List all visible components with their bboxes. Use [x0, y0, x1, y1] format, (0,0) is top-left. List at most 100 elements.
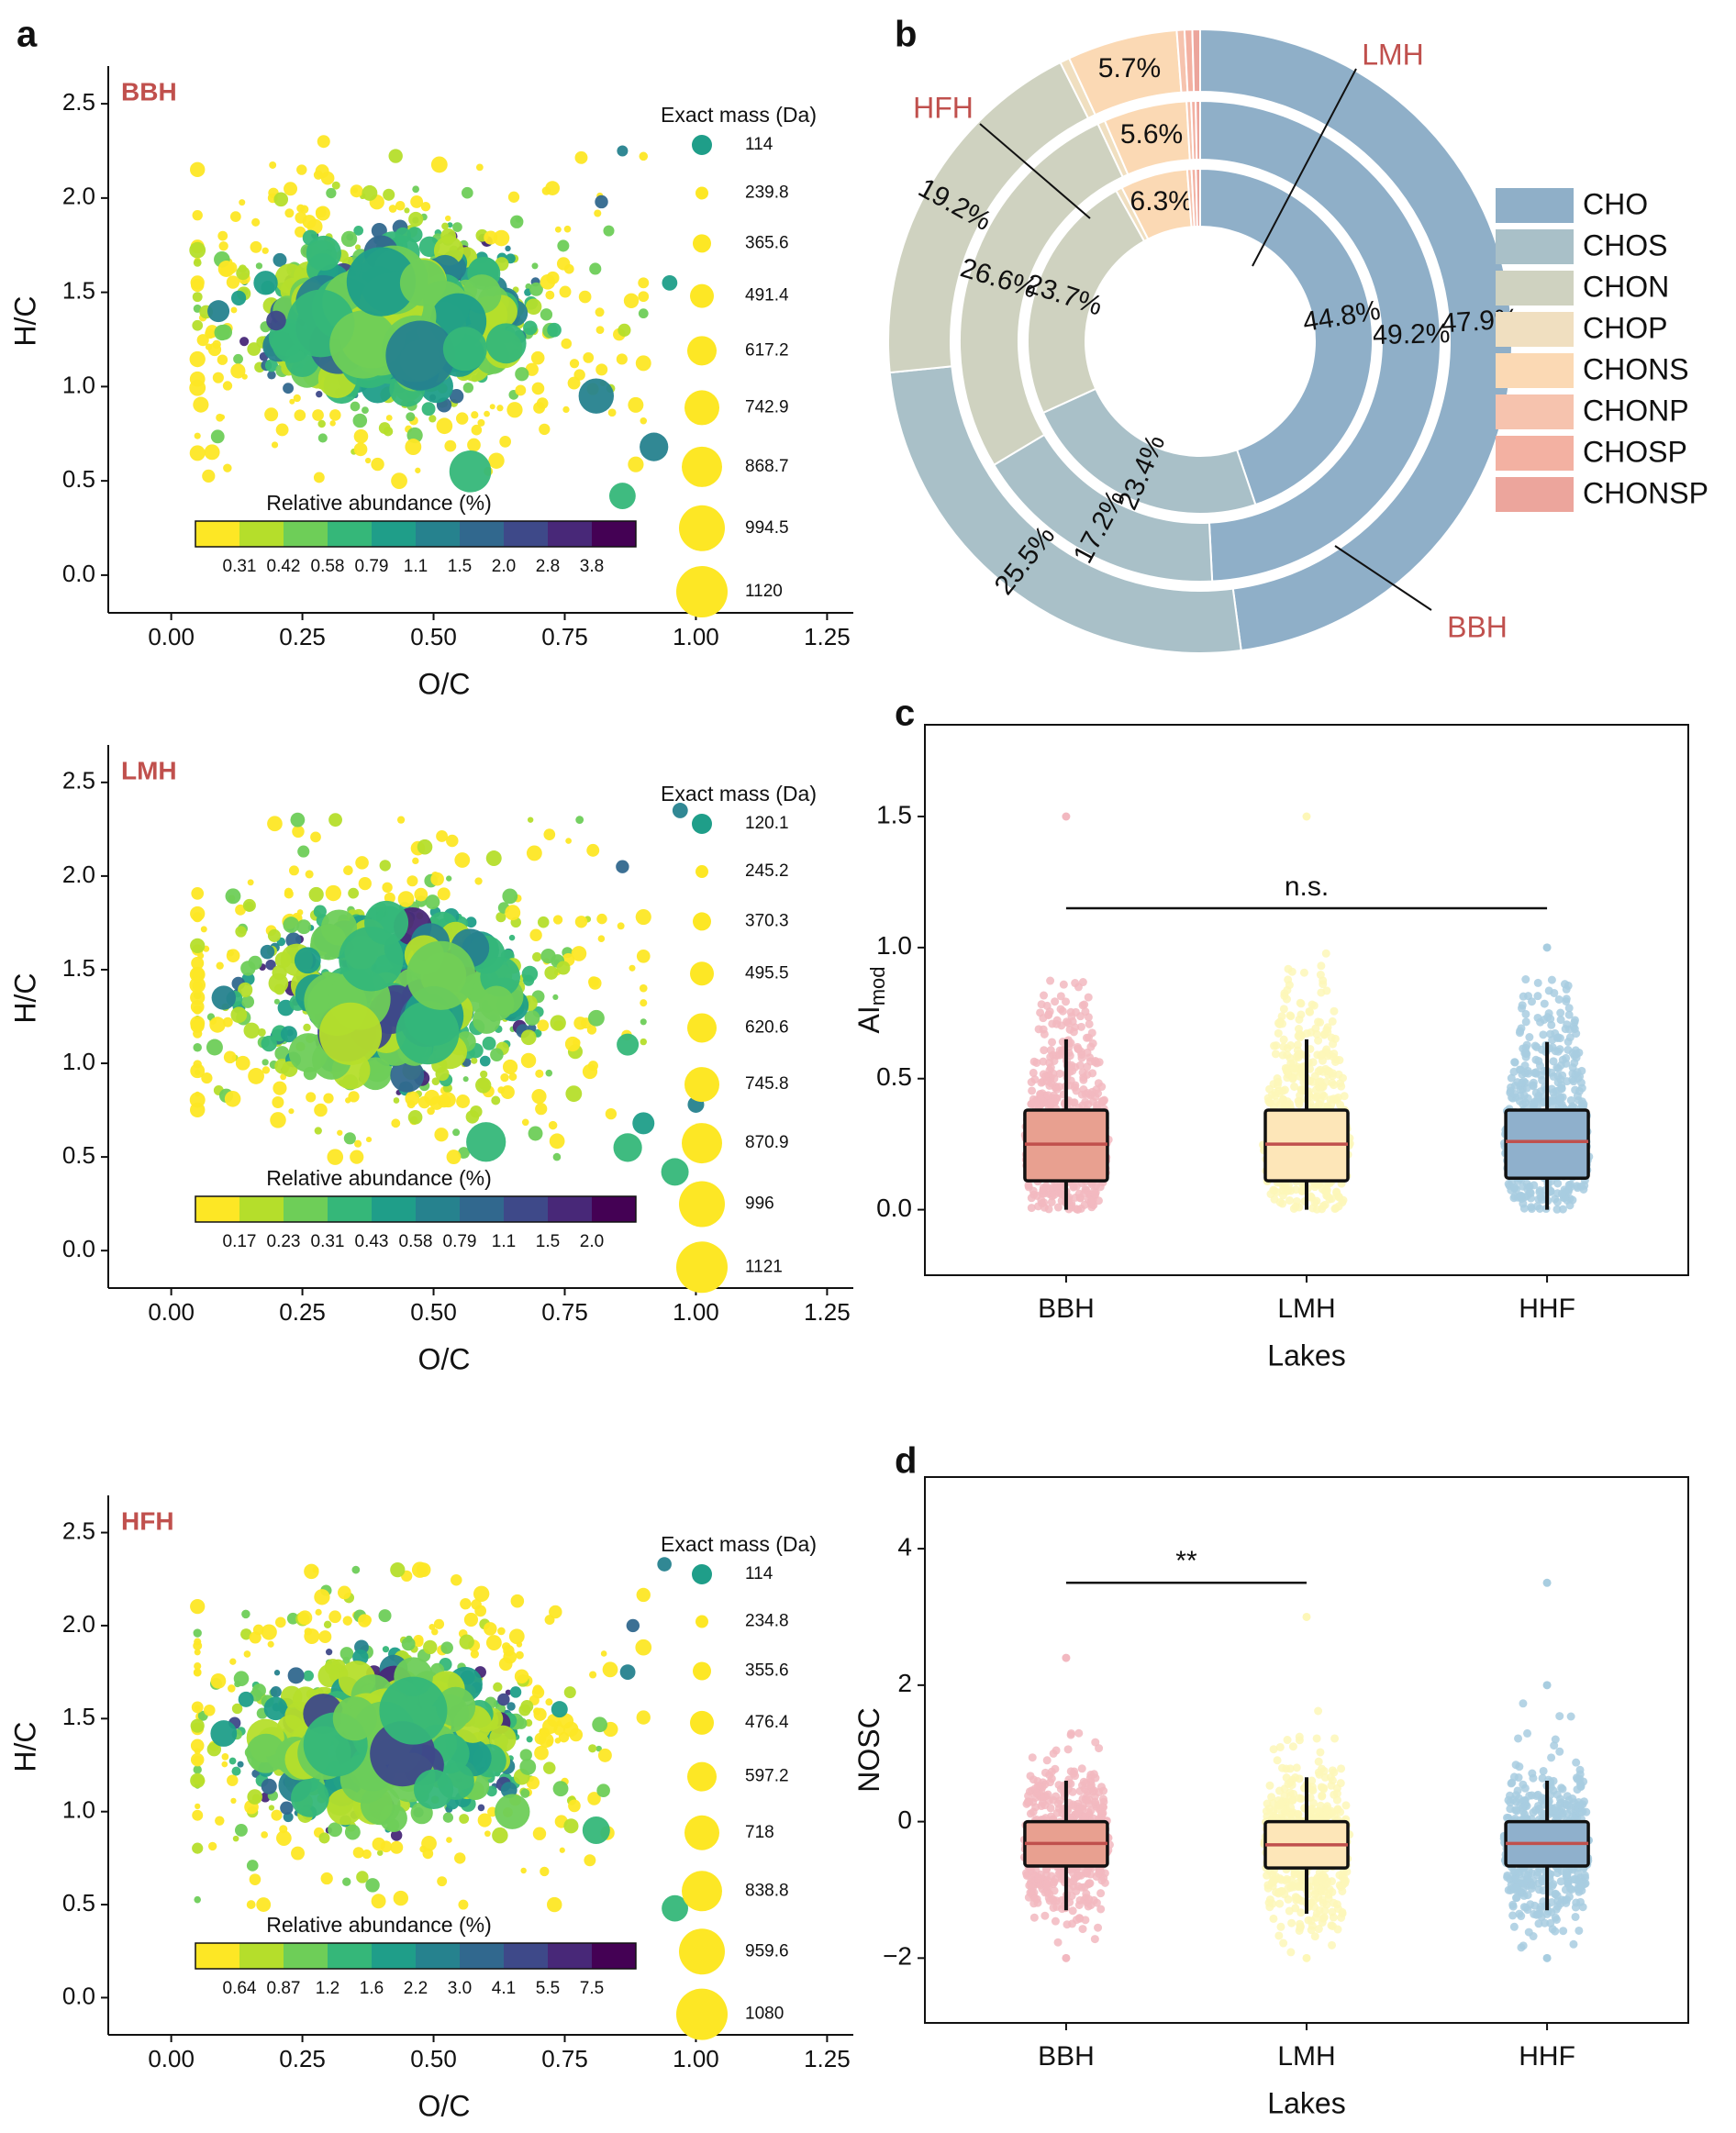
- data-point: [240, 961, 256, 976]
- legend-label: CHONP: [1583, 394, 1689, 427]
- data-point: [635, 355, 651, 372]
- data-point: [214, 325, 230, 341]
- jitter-point: [1096, 1783, 1106, 1792]
- data-point: [623, 293, 640, 308]
- data-point: [446, 1837, 452, 1843]
- data-point: [358, 1614, 372, 1628]
- data-point: [589, 1671, 597, 1679]
- colorbar-segment: [548, 1943, 593, 1969]
- colorbar-tick-label: 0.87: [267, 1979, 301, 1998]
- data-point: [190, 990, 206, 1005]
- data-point: [200, 926, 207, 933]
- data-point: [520, 1052, 537, 1069]
- jitter-point: [1330, 1057, 1340, 1066]
- data-point: [304, 1628, 320, 1645]
- data-point: [229, 211, 241, 223]
- y-tick-label: 1.0: [62, 1796, 95, 1824]
- data-point: [340, 230, 358, 248]
- y-tick-label: 4: [897, 1532, 912, 1561]
- data-point: [189, 445, 206, 461]
- jitter-point: [1074, 1728, 1084, 1738]
- jitter-point: [1296, 1922, 1306, 1931]
- data-point: [561, 338, 573, 350]
- jitter-point: [1330, 1768, 1339, 1777]
- data-point: [415, 467, 421, 473]
- data-point: [551, 1701, 568, 1718]
- jitter-point: [1290, 1082, 1299, 1091]
- jitter-point: [1083, 1048, 1092, 1057]
- data-point: [640, 417, 648, 425]
- jitter-point: [1066, 1728, 1075, 1738]
- jitter-point: [1518, 1001, 1527, 1010]
- colorbar-tick-label: 0.43: [355, 1232, 389, 1251]
- data-point: [261, 1831, 269, 1839]
- data-point: [221, 1753, 229, 1761]
- jitter-point: [1521, 1009, 1530, 1018]
- data-point: [556, 257, 571, 271]
- colorbar-tick-label: 1.1: [492, 1232, 516, 1251]
- legend-swatch: [1496, 477, 1574, 512]
- size-legend-marker: [682, 1871, 722, 1912]
- data-point: [344, 1824, 361, 1840]
- jitter-point: [1080, 1000, 1089, 1009]
- colorbar-frame: [195, 1195, 637, 1223]
- jitter-point: [1295, 1096, 1304, 1105]
- data-point: [587, 1792, 601, 1805]
- data-point: [251, 217, 261, 227]
- jitter-point: [1523, 1094, 1532, 1103]
- colorbar-tick-label: 2.8: [536, 557, 560, 576]
- donut-chart: 47.9%25.5%19.2%5.7%49.2%17.2%26.6%5.6%44…: [887, 28, 1708, 654]
- data-point: [209, 1017, 226, 1033]
- legend-label: CHO: [1583, 187, 1648, 220]
- data-point: [223, 463, 232, 472]
- size-legend-label: 959.6: [745, 1941, 789, 1961]
- data-point: [563, 1818, 579, 1834]
- data-point: [391, 1118, 401, 1128]
- jitter-point: [1565, 1201, 1575, 1210]
- data-point: [405, 1091, 420, 1106]
- data-point: [382, 1646, 390, 1653]
- data-point: [314, 1127, 322, 1135]
- donut-slice: [1199, 167, 1374, 506]
- data-point: [210, 1720, 238, 1747]
- data-point: [437, 1876, 448, 1887]
- size-legend-marker: [696, 865, 708, 879]
- data-point: [565, 838, 572, 844]
- x-tick-label: 1.00: [673, 623, 719, 650]
- size-legend-marker: [690, 283, 714, 308]
- data-point: [268, 1805, 275, 1811]
- jitter-point: [1550, 988, 1559, 997]
- jitter-point: [1048, 1038, 1057, 1047]
- data-point: [364, 457, 372, 464]
- jitter-point: [1279, 1939, 1288, 1948]
- data-point: [575, 816, 584, 825]
- data-point: [323, 1093, 334, 1104]
- data-point: [433, 1618, 445, 1629]
- jitter-point: [1047, 1197, 1056, 1206]
- jitter-point: [1310, 1072, 1319, 1081]
- colorbar-segment: [372, 521, 417, 547]
- x-tick-label: 1.25: [804, 1298, 851, 1326]
- data-point: [300, 205, 309, 214]
- data-point: [552, 1152, 562, 1161]
- colorbar-tick-label: 0.17: [223, 1232, 257, 1251]
- colorbar-tick-label: 1.5: [448, 557, 472, 576]
- data-point: [483, 1622, 497, 1636]
- data-point: [519, 1749, 532, 1761]
- data-point: [521, 965, 539, 983]
- data-point: [217, 261, 235, 277]
- jitter-point: [1034, 1202, 1043, 1211]
- colorbar-segment: [548, 521, 593, 547]
- jitter-point: [1037, 1000, 1046, 1009]
- jitter-point: [1279, 1035, 1288, 1044]
- jitter-point: [1088, 1097, 1097, 1106]
- y-tick-label: 0.0: [62, 1235, 95, 1262]
- data-point: [266, 310, 286, 331]
- jitter-point: [1563, 1020, 1572, 1029]
- data-point: [414, 887, 428, 902]
- jitter-point: [1055, 1796, 1064, 1805]
- data-point: [475, 1077, 492, 1094]
- data-point: [635, 908, 651, 926]
- jitter-point: [1274, 1931, 1284, 1940]
